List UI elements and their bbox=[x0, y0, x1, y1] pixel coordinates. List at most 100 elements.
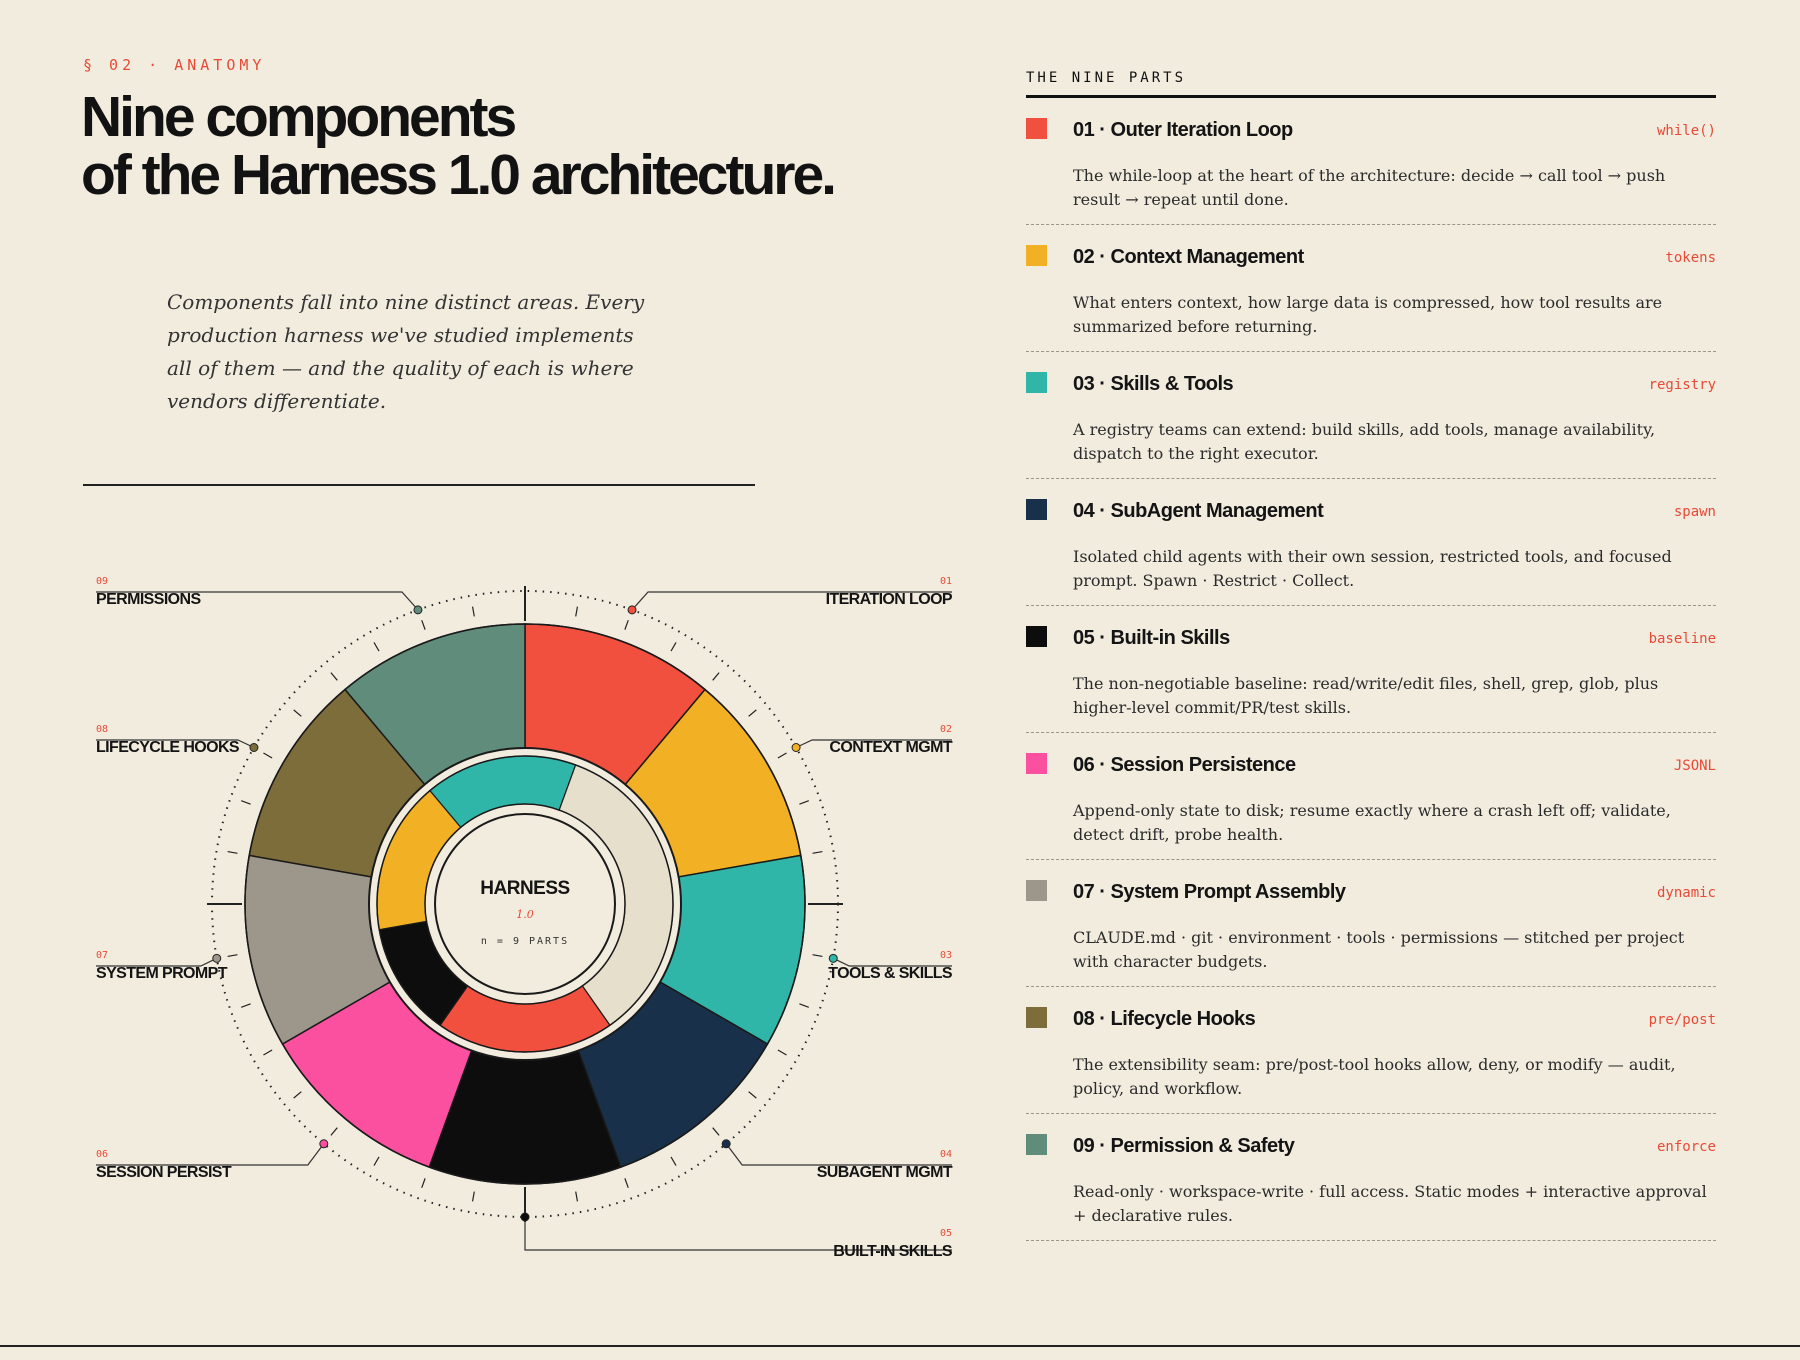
part-title: 04 · SubAgent Management bbox=[1073, 500, 1324, 522]
page-title-line-1: Nine components bbox=[81, 85, 517, 149]
scale-tick bbox=[421, 1178, 426, 1188]
part-description: CLAUDE.md · git · environment · tools · … bbox=[1073, 928, 1685, 971]
callout-line bbox=[96, 591, 419, 611]
part-color-swatch bbox=[1026, 118, 1047, 139]
scale-tick bbox=[241, 800, 251, 805]
callout-number: 01 bbox=[940, 576, 952, 587]
part-color-swatch bbox=[1026, 499, 1047, 520]
part-item: 07 · System Prompt Assembly dynamic CLAUDE… bbox=[1026, 860, 1716, 987]
callout-line bbox=[795, 739, 952, 749]
callout-dot bbox=[249, 743, 259, 752]
callout-number: 09 bbox=[96, 576, 108, 587]
callout-label: SUBAGENT MGMT bbox=[817, 1164, 953, 1181]
callout-number: 04 bbox=[940, 1149, 952, 1160]
part-color-swatch bbox=[1026, 372, 1047, 393]
callout-dot bbox=[413, 605, 423, 615]
scale-tick bbox=[748, 709, 757, 717]
part-item: 06 · Session Persistence JSONL Append-only… bbox=[1026, 733, 1716, 860]
part-tag: enforce bbox=[1656, 1139, 1716, 1155]
section-kicker: § 02 · ANATOMY bbox=[83, 56, 266, 74]
part-tag: pre/post bbox=[1648, 1012, 1716, 1028]
center-caption: n = 9 PARTS bbox=[481, 936, 569, 947]
scale-tick bbox=[712, 672, 720, 681]
callout-label: SESSION PERSIST bbox=[96, 1164, 232, 1181]
callout-number: 07 bbox=[96, 950, 108, 961]
scale-tick bbox=[373, 1156, 380, 1166]
callout-dot bbox=[627, 605, 637, 615]
callout-line bbox=[96, 1143, 325, 1166]
part-description: What enters context, how large data is c… bbox=[1073, 293, 1663, 336]
scale-tick bbox=[471, 1191, 475, 1202]
callout-label: PERMISSIONS bbox=[96, 591, 201, 608]
scale-tick bbox=[624, 620, 629, 630]
harness-wheel-diagram: HARNESS 1.0 n = 9 PARTS 01 ITERATION LOOP 02 C… bbox=[96, 576, 954, 1260]
outer-ring-border bbox=[244, 623, 806, 1185]
part-item: 09 · Permission & Safety enforce Read-only… bbox=[1026, 1114, 1716, 1241]
part-tag: registry bbox=[1648, 377, 1716, 393]
core-circle bbox=[434, 813, 616, 995]
callout-label: ITERATION LOOP bbox=[826, 591, 953, 608]
part-title: 09 · Permission & Safety bbox=[1073, 1135, 1295, 1157]
scale-tick bbox=[670, 642, 677, 652]
part-tag: spawn bbox=[1673, 504, 1716, 520]
scale-tick bbox=[799, 1003, 809, 1008]
part-item: 03 · Skills & Tools registry A registry te… bbox=[1026, 352, 1716, 479]
callout-label: CONTEXT MGMT bbox=[829, 739, 952, 756]
callout-label: LIFECYCLE HOOKS bbox=[96, 739, 240, 756]
scale-tick bbox=[263, 1049, 273, 1056]
part-title: 02 · Context Management bbox=[1073, 246, 1304, 268]
part-title: 07 · System Prompt Assembly bbox=[1073, 881, 1346, 903]
part-item: 02 · Context Management tokens What enters… bbox=[1026, 225, 1716, 352]
scale-tick bbox=[293, 1091, 302, 1099]
part-tag: tokens bbox=[1665, 250, 1716, 266]
part-color-swatch bbox=[1026, 626, 1047, 647]
center-version: 1.0 bbox=[516, 908, 534, 921]
parts-list-heading: THE NINE PARTS bbox=[1026, 66, 1716, 98]
part-color-swatch bbox=[1026, 245, 1047, 266]
scale-tick bbox=[373, 642, 380, 652]
part-color-swatch bbox=[1026, 753, 1047, 774]
part-tag: JSONL bbox=[1673, 758, 1716, 774]
callout-number: 03 bbox=[940, 950, 952, 961]
callout-number: 08 bbox=[96, 724, 108, 735]
nine-parts-list: THE NINE PARTS 01 · Outer Iteration Loop… bbox=[1026, 66, 1716, 1241]
part-color-swatch bbox=[1026, 880, 1047, 901]
part-item: 04 · SubAgent Management spawn Isolated ch… bbox=[1026, 479, 1716, 606]
inner-ring-outer-border bbox=[376, 755, 674, 1053]
scale-tick bbox=[241, 1003, 251, 1008]
scale-tick bbox=[471, 606, 475, 617]
scale-tick bbox=[799, 800, 809, 805]
scale-tick bbox=[748, 1091, 757, 1099]
scale-tick bbox=[330, 1127, 338, 1136]
callout-number: 05 bbox=[940, 1228, 952, 1239]
part-title: 03 · Skills & Tools bbox=[1073, 373, 1234, 395]
part-description: Read-only · workspace-write · full acces… bbox=[1073, 1182, 1707, 1225]
scale-tick bbox=[712, 1127, 720, 1136]
callout-line bbox=[631, 591, 952, 611]
part-description: A registry teams can extend: build skill… bbox=[1073, 420, 1656, 463]
callout-label: TOOLS & SKILLS bbox=[828, 965, 953, 982]
callout-dot bbox=[721, 1139, 731, 1149]
part-title: 08 · Lifecycle Hooks bbox=[1073, 1008, 1256, 1030]
scale-tick bbox=[812, 954, 823, 958]
scale-tick bbox=[777, 1049, 787, 1056]
scale-tick bbox=[227, 850, 238, 854]
callout-dot bbox=[212, 953, 222, 963]
scale-tick bbox=[293, 709, 302, 717]
part-tag: baseline bbox=[1648, 631, 1716, 647]
part-item: 08 · Lifecycle Hooks pre/post The extensib… bbox=[1026, 987, 1716, 1114]
callout-line bbox=[725, 1143, 952, 1166]
part-description: Append-only state to disk; resume exactl… bbox=[1073, 801, 1671, 844]
part-tag: while() bbox=[1656, 123, 1716, 139]
callout-line bbox=[832, 957, 952, 967]
callout-dot bbox=[319, 1139, 329, 1149]
part-color-swatch bbox=[1026, 1007, 1047, 1028]
callout-dot bbox=[520, 1212, 530, 1222]
scale-tick bbox=[263, 752, 273, 759]
scale-tick bbox=[812, 850, 823, 854]
scale-tick bbox=[421, 620, 426, 630]
scale-tick bbox=[227, 954, 238, 958]
part-description: Isolated child agents with their own ses… bbox=[1073, 547, 1672, 590]
callout-line bbox=[96, 957, 218, 967]
callout-line bbox=[524, 1217, 952, 1251]
